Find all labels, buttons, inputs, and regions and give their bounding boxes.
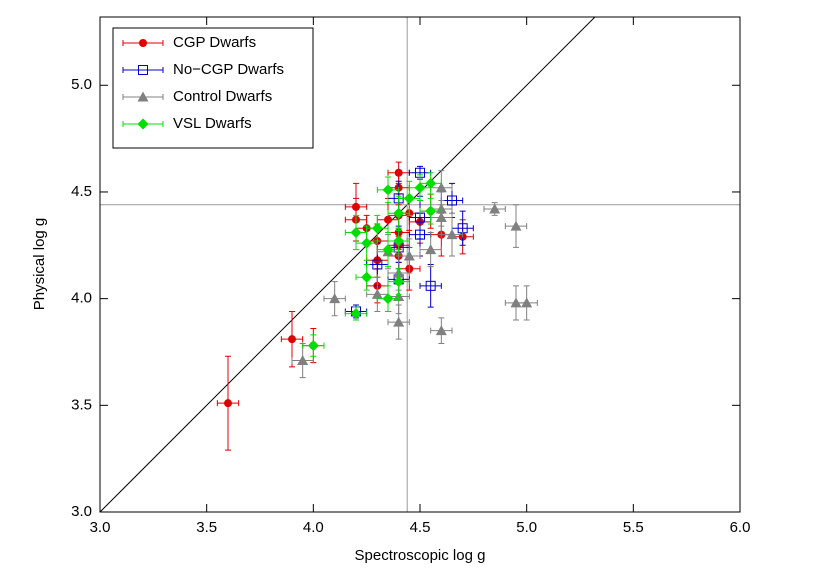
data-point bbox=[430, 199, 453, 236]
point bbox=[297, 355, 309, 366]
data-point bbox=[419, 172, 442, 195]
data-point bbox=[376, 285, 400, 312]
x-tick-label: 6.0 bbox=[730, 519, 751, 536]
data-point bbox=[323, 281, 346, 317]
point bbox=[414, 182, 426, 194]
point bbox=[425, 177, 437, 189]
data-point bbox=[302, 334, 325, 357]
legend-box bbox=[112, 27, 314, 149]
legend-label: Control Dwarfs bbox=[173, 88, 272, 105]
point bbox=[393, 235, 405, 247]
data-point bbox=[366, 214, 389, 242]
y-tick-label: 3.0 bbox=[71, 503, 92, 520]
legend-label: VSL Dwarfs bbox=[173, 115, 252, 132]
y-tick-label: 4.0 bbox=[71, 290, 92, 307]
x-axis-label: Spectroscopic log g bbox=[355, 547, 486, 564]
point bbox=[435, 212, 447, 223]
data-point bbox=[344, 214, 368, 251]
point bbox=[361, 271, 373, 283]
data-point bbox=[216, 355, 240, 451]
point bbox=[435, 182, 447, 193]
point bbox=[372, 259, 383, 270]
point bbox=[329, 293, 341, 304]
data-point bbox=[504, 204, 528, 248]
point bbox=[403, 250, 415, 261]
point bbox=[382, 184, 394, 196]
point bbox=[137, 118, 149, 130]
legend-label: CGP Dwarfs bbox=[173, 34, 256, 51]
x-tick-label: 4.0 bbox=[303, 519, 324, 536]
data-point bbox=[387, 304, 410, 340]
point bbox=[435, 325, 447, 336]
point bbox=[371, 288, 383, 299]
data-point bbox=[430, 317, 453, 344]
data-point bbox=[419, 264, 442, 308]
legend-symbol-line bbox=[122, 67, 164, 73]
x-tick-label: 3.5 bbox=[196, 519, 217, 536]
legend-label: No−CGP Dwarfs bbox=[173, 61, 284, 78]
x-tick-label: 5.5 bbox=[623, 519, 644, 536]
point bbox=[382, 293, 394, 305]
point bbox=[350, 308, 362, 320]
data-point bbox=[387, 268, 410, 295]
point bbox=[425, 205, 437, 217]
point bbox=[384, 215, 392, 224]
point bbox=[138, 65, 148, 75]
point bbox=[415, 229, 425, 240]
data-point bbox=[344, 306, 368, 321]
data-point bbox=[451, 210, 474, 246]
data-point bbox=[376, 176, 400, 204]
point bbox=[446, 229, 458, 240]
point bbox=[139, 39, 147, 47]
point bbox=[393, 316, 405, 327]
data-point bbox=[515, 285, 538, 321]
data-point bbox=[440, 212, 464, 257]
y-tick-label: 3.5 bbox=[71, 396, 92, 413]
point bbox=[425, 280, 436, 291]
point bbox=[307, 340, 319, 352]
point bbox=[137, 91, 149, 102]
x-tick-label: 3.0 bbox=[90, 519, 111, 536]
x-tick-label: 4.5 bbox=[410, 519, 431, 536]
point bbox=[288, 335, 296, 344]
point bbox=[350, 226, 362, 238]
point bbox=[403, 192, 415, 204]
point bbox=[510, 220, 522, 231]
point bbox=[393, 276, 405, 288]
data-point bbox=[355, 264, 378, 291]
data-point bbox=[291, 342, 314, 379]
point bbox=[382, 244, 394, 256]
data-point bbox=[366, 276, 389, 312]
point bbox=[521, 297, 533, 308]
point bbox=[393, 207, 405, 219]
point bbox=[361, 237, 373, 249]
x-error-bar bbox=[419, 282, 442, 289]
point bbox=[224, 399, 232, 408]
y-tick-label: 5.0 bbox=[71, 76, 92, 93]
data-point bbox=[419, 197, 442, 225]
y-tick-label: 4.5 bbox=[71, 183, 92, 200]
x-tick-label: 5.0 bbox=[516, 519, 537, 536]
y-axis-label: Physical log g bbox=[31, 218, 48, 311]
point bbox=[425, 244, 437, 255]
point bbox=[447, 195, 457, 206]
point bbox=[371, 222, 383, 234]
point bbox=[489, 203, 501, 214]
data-point bbox=[483, 202, 506, 216]
data-point bbox=[387, 227, 410, 255]
data-point bbox=[419, 231, 442, 268]
data-point bbox=[280, 310, 304, 368]
